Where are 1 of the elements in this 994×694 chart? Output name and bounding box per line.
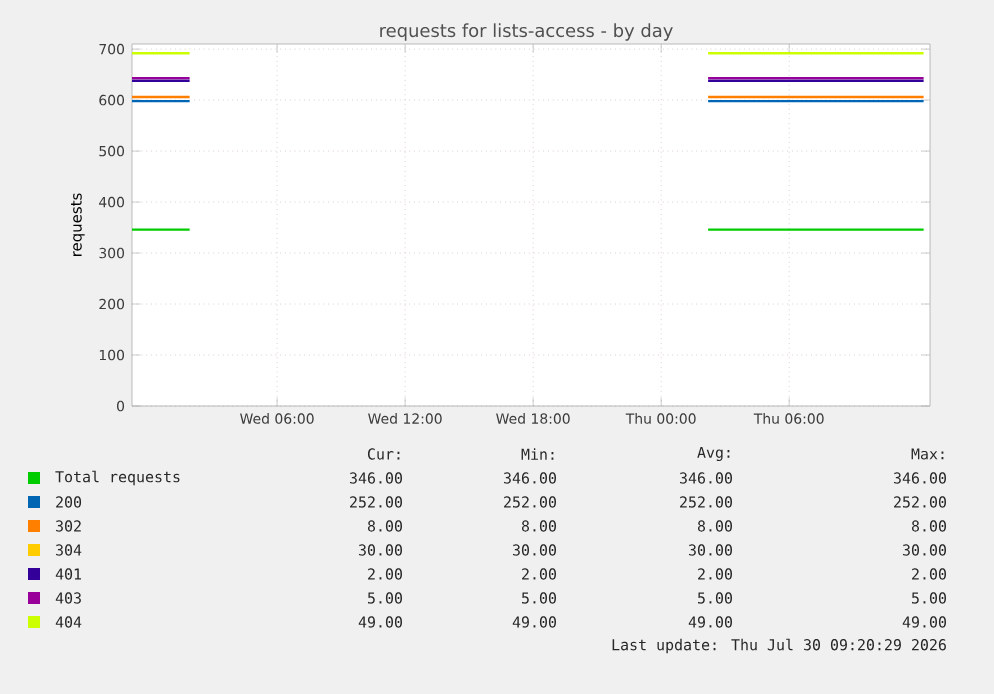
chart-title: requests for lists-access - by day (380, 23, 673, 41)
